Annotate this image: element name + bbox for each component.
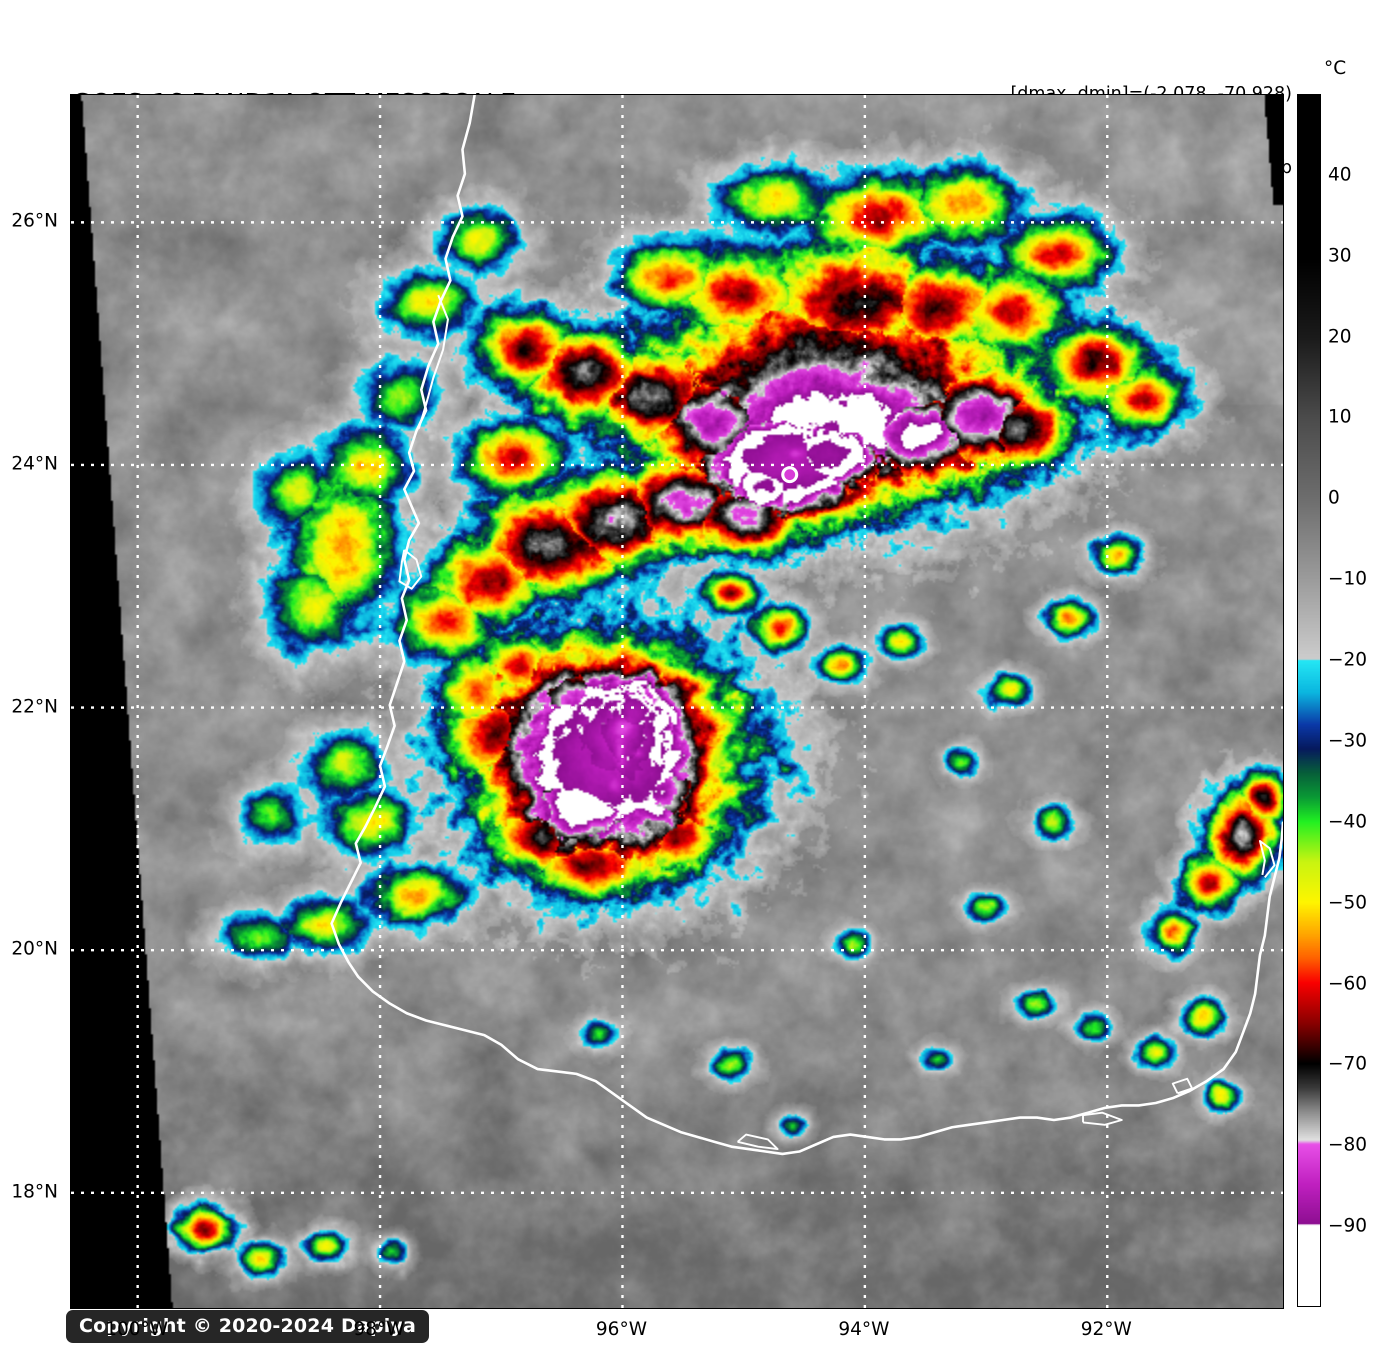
lat-tick-label-1: 24°N bbox=[11, 453, 58, 475]
colorbar-tick-label-3: 10 bbox=[1328, 406, 1352, 428]
lon-tick-label-1: 98°W bbox=[353, 1319, 405, 1340]
satellite-plot-area[interactable] bbox=[70, 94, 1284, 1309]
lon-tick-label-3: 94°W bbox=[838, 1319, 890, 1340]
lat-tick-label-2: 22°N bbox=[11, 696, 58, 718]
colorbar-tick-label-0: 40 bbox=[1328, 164, 1352, 186]
colorbar-tick-label-8: −40 bbox=[1328, 811, 1368, 833]
colorbar-tick-label-6: −20 bbox=[1328, 649, 1368, 671]
lon-tick-label-2: 96°W bbox=[595, 1319, 647, 1340]
colorbar-tick-label-12: −80 bbox=[1328, 1134, 1368, 1156]
lat-tick-label-0: 26°N bbox=[11, 210, 58, 232]
colorbar-tick-label-13: −90 bbox=[1328, 1215, 1368, 1237]
lon-tick-label-4: 92°W bbox=[1080, 1319, 1132, 1340]
colorbar-tick-label-2: 20 bbox=[1328, 326, 1352, 348]
colorbar-tick-label-1: 30 bbox=[1328, 245, 1352, 267]
colorbar-tick-label-9: −50 bbox=[1328, 892, 1368, 914]
storm-center-marker[interactable] bbox=[781, 466, 799, 484]
colorbar-gradient bbox=[1298, 95, 1320, 1306]
colorbar-tick-label-11: −70 bbox=[1328, 1053, 1368, 1075]
lat-tick-label-4: 18°N bbox=[11, 1181, 58, 1203]
map-overlay bbox=[71, 95, 1283, 1308]
colorbar-unit-label: °C bbox=[1324, 58, 1347, 79]
infrared-imagery-canvas bbox=[71, 95, 1283, 1308]
lat-tick-label-3: 20°N bbox=[11, 938, 58, 960]
copyright-watermark: Copyright © 2020-2024 Dapiya bbox=[66, 1310, 430, 1343]
colorbar-tick-label-10: −60 bbox=[1328, 973, 1368, 995]
colorbar bbox=[1297, 94, 1321, 1307]
colorbar-tick-label-4: 0 bbox=[1328, 487, 1340, 509]
lon-tick-label-0: 100°W bbox=[105, 1319, 169, 1340]
colorbar-tick-label-5: −10 bbox=[1328, 568, 1368, 590]
colorbar-tick-label-7: −30 bbox=[1328, 730, 1368, 752]
